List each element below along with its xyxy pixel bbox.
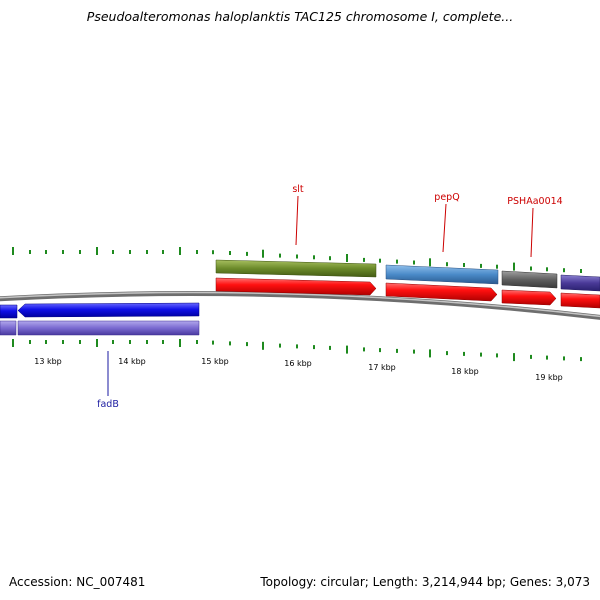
gene-next-arrow[interactable] <box>560 292 600 309</box>
gene-pepq-outer[interactable] <box>385 264 499 285</box>
chromosome-backbone <box>0 291 600 320</box>
chromosome-backbone-highlight <box>0 291 600 318</box>
map-title: Pseudoalteromonas haloplanktis TAC125 ch… <box>86 9 514 24</box>
gene-fadb-arrow[interactable] <box>17 302 200 318</box>
tick-label-18kbp: 18 kbp <box>451 367 479 376</box>
gene-slt-arrow[interactable] <box>215 277 377 296</box>
slt-leader-line <box>295 195 299 246</box>
gene-label-fadb[interactable]: fadB <box>97 399 119 410</box>
gene-psha-outer[interactable] <box>501 270 558 289</box>
tick-label-13kbp: 13 kbp <box>34 357 62 366</box>
tick-label-15kbp: 15 kbp <box>201 357 229 366</box>
gene-psha-arrow[interactable] <box>501 289 557 306</box>
gene-label-pepq[interactable]: pepQ <box>434 192 459 203</box>
tick-label-16kbp: 16 kbp <box>284 359 312 368</box>
gene-next-outer[interactable] <box>560 274 600 292</box>
gene-fadb-outer[interactable] <box>17 320 200 336</box>
gene-slt-outer[interactable] <box>215 259 377 278</box>
pepq-leader-line <box>442 203 447 253</box>
inner-tick-marks <box>12 339 582 362</box>
tick-label-17kbp: 17 kbp <box>368 363 396 372</box>
tick-label-14kbp: 14 kbp <box>118 357 146 366</box>
gene-prev-arrow[interactable] <box>0 304 18 319</box>
genome-summary-text: Topology: circular; Length: 3,214,944 bp… <box>260 575 590 589</box>
gene-label-slt[interactable]: slt <box>292 184 304 195</box>
tick-label-19kbp: 19 kbp <box>535 373 563 382</box>
accession-text: Accession: NC_007481 <box>9 575 146 589</box>
gene-pepq-arrow[interactable] <box>385 282 498 302</box>
gene-label-psha[interactable]: PSHAa0014 <box>507 196 562 207</box>
psha-leader-line <box>530 207 534 258</box>
outer-tick-marks <box>12 247 582 273</box>
gene-prev-outer[interactable] <box>0 320 17 336</box>
